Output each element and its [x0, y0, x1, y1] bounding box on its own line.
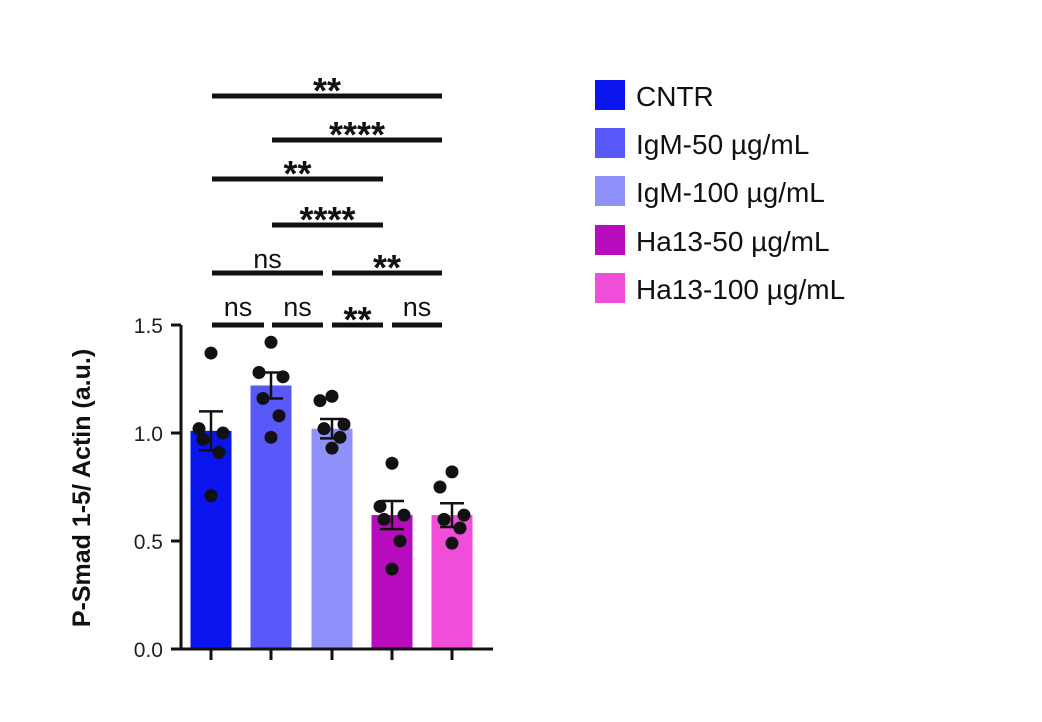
bar-5	[431, 515, 473, 649]
data-point	[204, 346, 218, 360]
data-point	[325, 441, 339, 455]
significance-label: **	[283, 153, 311, 194]
significance-layer: ************ns **ns ns ** ns	[212, 70, 442, 340]
bars-layer	[190, 385, 473, 649]
legend-label: Ha13-100 µg/mL	[636, 274, 845, 305]
data-point	[333, 430, 347, 444]
data-point	[196, 432, 210, 446]
data-point	[264, 335, 278, 349]
bar-3	[311, 428, 353, 649]
data-point	[216, 426, 230, 440]
data-point	[192, 422, 206, 436]
legend-swatch	[595, 225, 625, 255]
legend-swatch	[595, 176, 625, 206]
legend: CNTR IgM-50 µg/mL IgM-100 µg/mL Ha13-50 µg/…	[595, 80, 845, 305]
data-point	[437, 512, 451, 526]
data-point	[313, 394, 327, 408]
data-point	[337, 417, 351, 431]
y-tick-label: 1.5	[134, 315, 163, 338]
data-point	[453, 521, 467, 535]
data-point	[397, 508, 411, 522]
data-point	[377, 512, 391, 526]
data-point	[252, 366, 266, 380]
significance-label: ****	[299, 199, 355, 240]
data-point	[457, 508, 471, 522]
data-point	[272, 409, 286, 423]
legend-label: IgM-100 µg/mL	[636, 177, 825, 208]
data-point	[276, 370, 290, 384]
bar-4	[371, 515, 413, 649]
data-point	[445, 536, 459, 550]
data-point	[317, 422, 331, 436]
data-point	[264, 430, 278, 444]
data-point	[433, 480, 447, 494]
axes-layer	[179, 325, 493, 651]
legend-swatch	[595, 128, 625, 158]
legend-label: CNTR	[636, 81, 714, 112]
y-tick-label: 1.0	[134, 423, 163, 446]
legend-label: Ha13-50 µg/mL	[636, 226, 830, 257]
bar-2	[250, 385, 292, 649]
data-point	[204, 489, 218, 503]
y-tick-label: 0.5	[134, 531, 163, 554]
data-point	[385, 456, 399, 470]
data-point	[445, 465, 459, 479]
legend-label: IgM-50 µg/mL	[636, 129, 809, 160]
significance-label: **	[373, 247, 401, 288]
significance-label: ns	[224, 292, 253, 322]
significance-label: **	[343, 299, 371, 340]
data-points-layer	[192, 335, 471, 576]
data-point	[325, 389, 339, 403]
significance-label: ****	[329, 114, 385, 155]
data-point	[393, 534, 407, 548]
y-tick-label: 0.0	[134, 639, 163, 662]
significance-label: ns	[253, 244, 282, 274]
data-point	[212, 445, 226, 459]
legend-swatch	[595, 273, 625, 303]
significance-label: ns	[403, 292, 432, 322]
bar-1	[190, 430, 232, 649]
data-point	[256, 391, 270, 405]
significance-label: **	[313, 70, 341, 111]
significance-label: ns	[283, 292, 312, 322]
legend-swatch	[595, 80, 625, 110]
y-axis-label: P-Smad 1-5/ Actin (a.u.)	[68, 349, 96, 627]
data-point	[373, 499, 387, 513]
data-point	[385, 562, 399, 576]
ticks-layer: 0.0 0.5 1.0 1.5	[134, 315, 454, 662]
